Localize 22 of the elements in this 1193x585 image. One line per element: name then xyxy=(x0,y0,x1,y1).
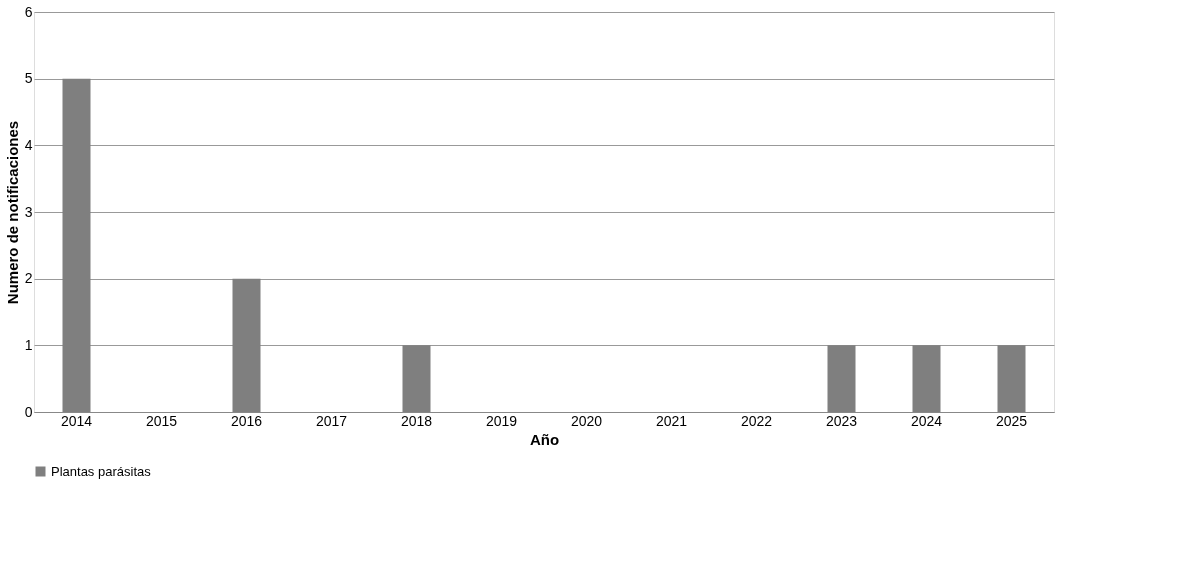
y-tick-label: 1 xyxy=(24,336,33,353)
y-tick-label: 2 xyxy=(24,270,33,287)
y-tick-label: 0 xyxy=(24,403,33,420)
y-axis-title: Numero de notificaciones xyxy=(3,120,21,305)
x-tick-label: 2023 xyxy=(825,412,858,429)
x-tick-label: 2014 xyxy=(60,412,93,429)
x-tick-label: 2020 xyxy=(570,412,603,429)
x-tick-label: 2019 xyxy=(485,412,518,429)
x-tick-label: 2025 xyxy=(995,412,1028,429)
legend-label: Plantas parásitas xyxy=(51,463,152,479)
y-tick-label: 4 xyxy=(24,136,33,153)
x-axis-title: Año xyxy=(529,430,560,448)
x-tick-label: 2021 xyxy=(655,412,688,429)
x-tick-label: 2016 xyxy=(230,412,263,429)
x-tick-label: 2024 xyxy=(910,412,943,429)
x-tick-label: 2022 xyxy=(740,412,773,429)
x-tick-label: 2018 xyxy=(400,412,433,429)
y-tick-label: 6 xyxy=(24,3,33,20)
x-tick-label: 2017 xyxy=(315,412,348,429)
y-tick-label: 5 xyxy=(24,70,33,87)
x-tick-label: 2015 xyxy=(145,412,178,429)
y-tick-label: 3 xyxy=(24,203,33,220)
